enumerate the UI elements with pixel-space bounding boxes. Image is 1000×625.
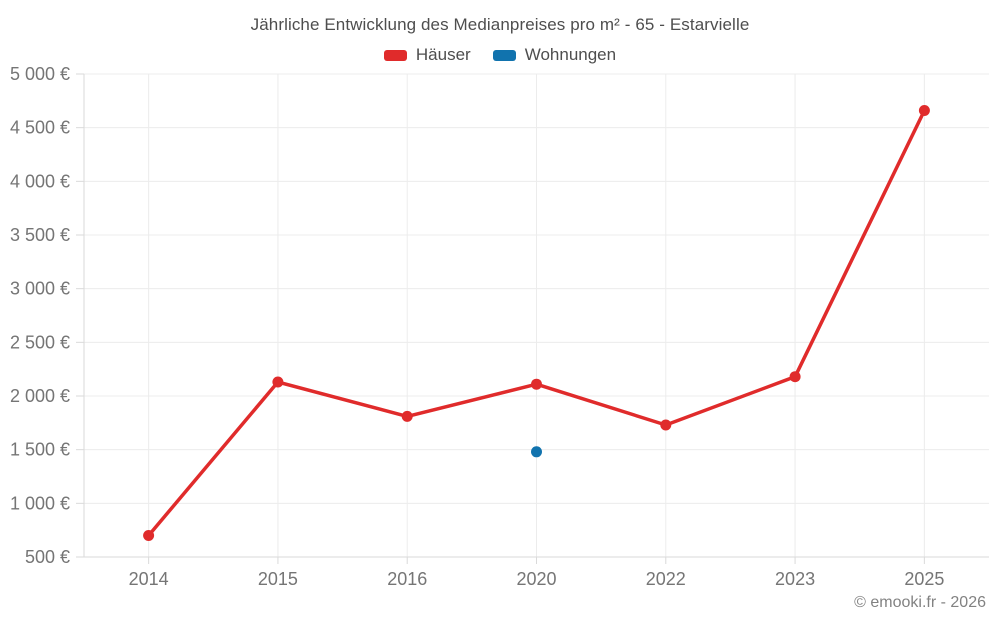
chart-title: Jährliche Entwicklung des Medianpreises … — [250, 15, 750, 34]
data-point-series-0[interactable] — [401, 410, 413, 422]
y-tick-label: 1 000 € — [10, 493, 70, 513]
y-tick-label: 4 500 € — [10, 118, 70, 138]
y-tick-label: 3 000 € — [10, 279, 70, 299]
data-point-series-0[interactable] — [531, 378, 542, 390]
data-point-series-0[interactable] — [272, 376, 284, 388]
y-tick-label: 2 500 € — [10, 332, 70, 352]
data-point-series-0[interactable] — [918, 105, 930, 116]
y-tick-label: 500 € — [25, 547, 70, 567]
legend-swatch-wohnungen — [492, 49, 516, 61]
y-tick-label: 4 000 € — [10, 171, 70, 191]
legend-label-haeuser: Häuser — [415, 45, 471, 64]
y-tick-label: 1 500 € — [10, 440, 70, 460]
data-point-series-0[interactable] — [660, 419, 672, 431]
y-tick-label: 2 000 € — [10, 386, 70, 406]
x-tick-label: 2016 — [387, 569, 427, 589]
x-tick-label: 2022 — [646, 569, 686, 589]
legend-label-wohnungen: Wohnungen — [524, 45, 617, 64]
legend: Häuser Wohnungen — [0, 45, 1000, 65]
x-tick-label: 2023 — [775, 569, 815, 589]
copyright-text: © emooki.fr - 2026 — [854, 594, 986, 611]
legend-item-haeuser[interactable]: Häuser — [383, 45, 471, 65]
x-tick-label: 2025 — [904, 569, 944, 589]
y-tick-label: 3 500 € — [10, 225, 70, 245]
data-point-series-0[interactable] — [789, 371, 801, 383]
x-tick-label: 2014 — [129, 569, 169, 589]
legend-swatch-haeuser — [383, 49, 407, 61]
legend-item-wohnungen[interactable]: Wohnungen — [492, 45, 617, 65]
x-tick-label: 2020 — [516, 569, 556, 589]
data-point-series-0[interactable] — [143, 530, 155, 541]
x-tick-label: 2015 — [258, 569, 298, 589]
y-tick-label: 5 000 € — [10, 64, 70, 84]
data-point-series-1[interactable] — [531, 446, 542, 458]
